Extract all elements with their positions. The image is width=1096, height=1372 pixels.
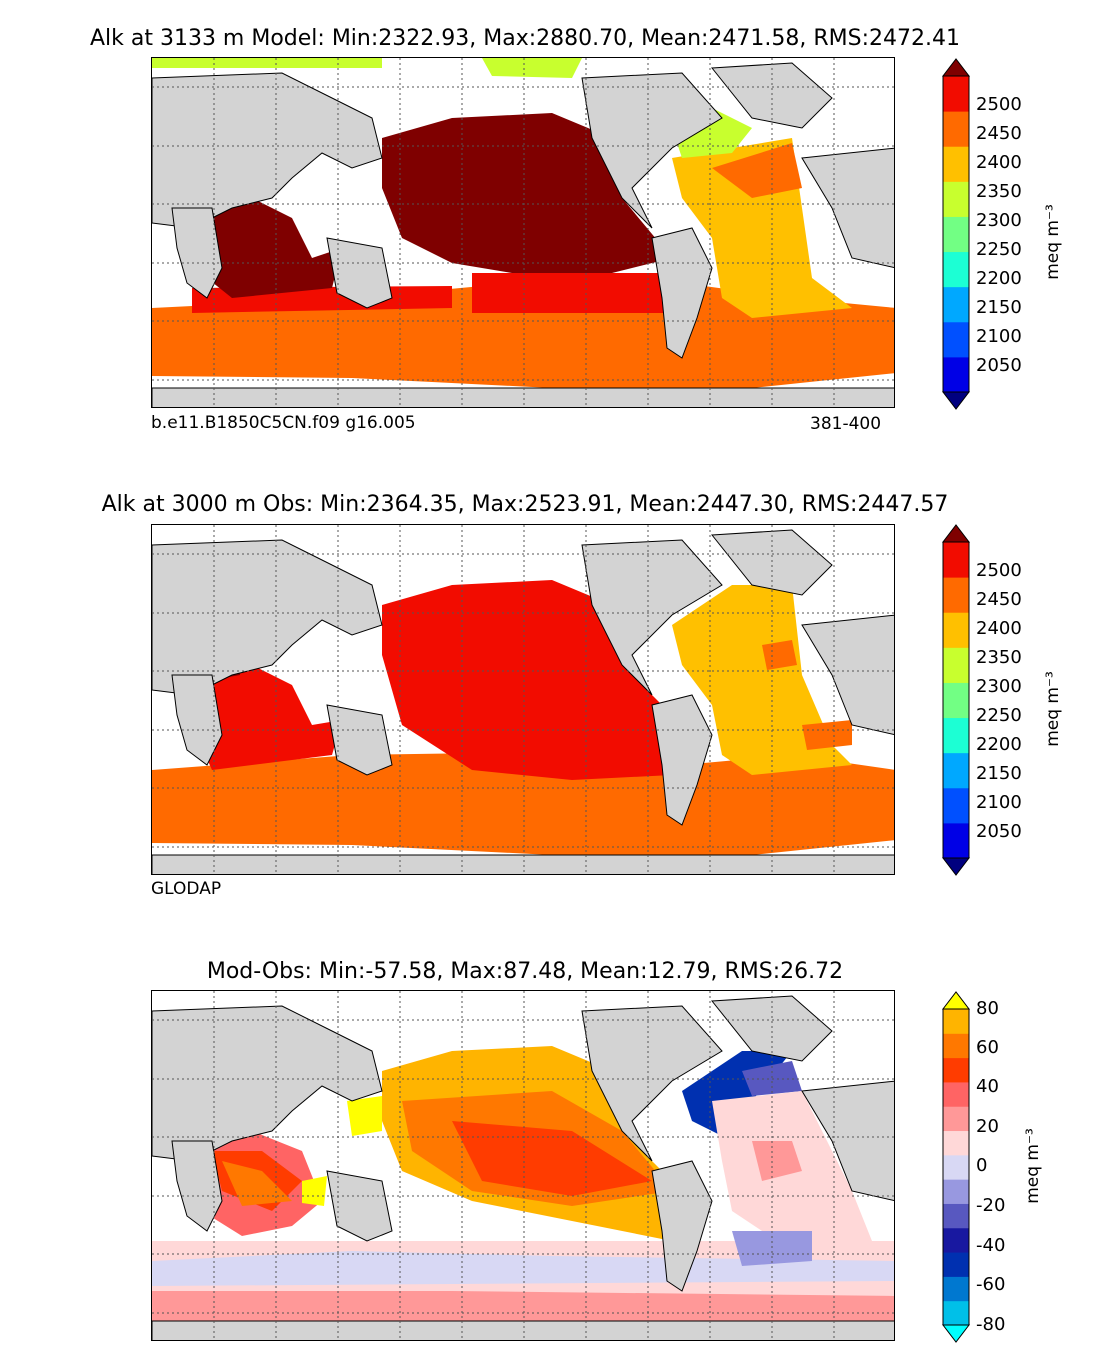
colorbar-segment xyxy=(943,1033,969,1059)
colorbar-segment xyxy=(943,1130,969,1156)
colorbar-extend-low xyxy=(941,391,971,410)
cbar-tick: 2150 xyxy=(976,297,1022,318)
cbar-tick: 2500 xyxy=(976,94,1022,115)
cbar-tick: 2050 xyxy=(976,355,1022,376)
cbar-tick: 2400 xyxy=(976,152,1022,173)
cbar-tick: 2150 xyxy=(976,763,1022,784)
cbar-tick: 2350 xyxy=(976,181,1022,202)
cbar-tick: 2050 xyxy=(976,821,1022,842)
colorbar-extend-high xyxy=(941,524,971,543)
cbar-tick: 2100 xyxy=(976,326,1022,347)
colorbar-segment xyxy=(943,356,969,393)
cbar-tick: 2400 xyxy=(976,618,1022,639)
cbar-tick: 20 xyxy=(976,1116,999,1137)
obs-colorbar xyxy=(941,524,971,876)
cbar-tick: 2450 xyxy=(976,123,1022,144)
colorbar-extend-low xyxy=(941,1324,971,1343)
cbar-tick: 2450 xyxy=(976,589,1022,610)
colorbar-segment xyxy=(943,1081,969,1107)
model-colorbar xyxy=(941,58,971,410)
colorbar-segment xyxy=(943,1179,969,1204)
colorbar-segment xyxy=(943,1252,969,1277)
colorbar-segment xyxy=(943,321,969,358)
colorbar-segment xyxy=(943,146,969,182)
diff-alkalinity-map xyxy=(151,990,895,1341)
colorbar-segment xyxy=(943,577,969,613)
colorbar-extend-low xyxy=(941,857,971,876)
colorbar-segment xyxy=(943,1057,969,1083)
cbar-tick: 2500 xyxy=(976,560,1022,581)
cbar-tick: 2200 xyxy=(976,734,1022,755)
model-alkalinity-map xyxy=(151,57,895,408)
cbar-tick: 2100 xyxy=(976,792,1022,813)
cbar-tick: 2250 xyxy=(976,239,1022,260)
colorbar-segment xyxy=(943,111,969,147)
colorbar-segment xyxy=(943,1009,969,1034)
diff-colorbar xyxy=(941,991,971,1343)
diff-unit-label: meq m⁻³ xyxy=(1023,1128,1043,1204)
colorbar-segment xyxy=(943,76,969,112)
colorbar-segment xyxy=(943,181,969,217)
colorbar-segment xyxy=(943,286,969,323)
cbar-tick: 2300 xyxy=(976,210,1022,231)
colorbar-segment xyxy=(943,1276,969,1302)
cbar-tick: 2200 xyxy=(976,268,1022,289)
cbar-tick: 2300 xyxy=(976,676,1022,697)
obs-source-label: GLODAP xyxy=(151,879,222,899)
model-panel-title: Alk at 3133 m Model: Min:2322.93, Max:28… xyxy=(89,26,961,51)
colorbar-segment xyxy=(943,822,969,859)
colorbar-segment xyxy=(943,682,969,719)
cbar-tick: 40 xyxy=(976,1076,999,1097)
colorbar-segment xyxy=(943,612,969,648)
colorbar-segment xyxy=(943,1203,969,1229)
cbar-tick: -60 xyxy=(976,1274,1006,1295)
colorbar-segment xyxy=(943,1154,969,1180)
colorbar-segment xyxy=(943,787,969,824)
colorbar-segment xyxy=(943,1106,969,1132)
obs-panel-title: Alk at 3000 m Obs: Min:2364.35, Max:2523… xyxy=(101,492,949,517)
diff-panel-title: Mod-Obs: Min:-57.58, Max:87.48, Mean:12.… xyxy=(206,959,844,984)
colorbar-frame xyxy=(942,1008,970,1326)
colorbar-extend-high xyxy=(941,991,971,1010)
colorbar-segment xyxy=(943,1227,969,1253)
cbar-tick: -80 xyxy=(976,1314,1006,1335)
colorbar-segment xyxy=(943,717,969,754)
cbar-tick: 2350 xyxy=(976,647,1022,668)
colorbar-frame xyxy=(942,541,970,859)
cbar-tick: -40 xyxy=(976,1235,1006,1256)
model-year-range: 381-400 xyxy=(810,414,882,434)
colorbar-segment xyxy=(943,251,969,288)
colorbar-extend-high xyxy=(941,58,971,77)
colorbar-frame xyxy=(942,75,970,393)
colorbar-segment xyxy=(943,1300,969,1326)
colorbar-segment xyxy=(943,752,969,789)
colorbar-segment xyxy=(943,216,969,253)
obs-alkalinity-map xyxy=(151,524,895,875)
colorbar-segment xyxy=(943,542,969,578)
cbar-tick: 2250 xyxy=(976,705,1022,726)
colorbar-segment xyxy=(943,647,969,683)
cbar-tick: 0 xyxy=(976,1155,988,1176)
model-unit-label: meq m⁻³ xyxy=(1043,204,1063,280)
cbar-tick: -20 xyxy=(976,1195,1006,1216)
cbar-tick: 80 xyxy=(976,998,999,1019)
obs-unit-label: meq m⁻³ xyxy=(1043,671,1063,747)
cbar-tick: 60 xyxy=(976,1037,999,1058)
model-run-name: b.e11.B1850C5CN.f09 g16.005 xyxy=(151,413,416,433)
